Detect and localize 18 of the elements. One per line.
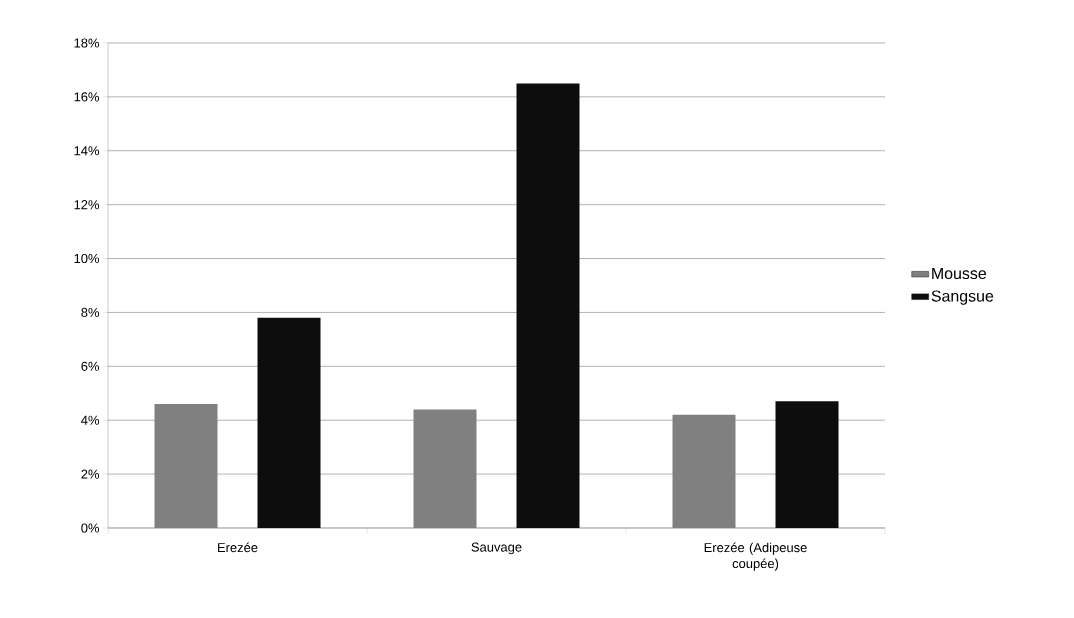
y-tick-label: 0% [81, 523, 100, 533]
bar [516, 83, 580, 528]
x-tick-label: Sauvage [471, 542, 522, 555]
legend-label: Sangsue [931, 290, 994, 305]
y-tick-label: 16% [74, 92, 100, 102]
y-tick-label: 14% [74, 146, 100, 156]
y-tick-label: 12% [74, 200, 100, 210]
x-tick-label: Erezée [218, 542, 258, 553]
x-tick-label: Erezée (Adipeuse coupée) [704, 542, 807, 571]
y-tick-label: 8% [81, 307, 100, 318]
y-tick-label: 6% [81, 361, 100, 371]
y-tick-label: 18% [74, 38, 100, 48]
y-tick-label: 4% [81, 415, 100, 425]
y-tick-label: 10% [74, 253, 100, 264]
bar [775, 401, 839, 528]
y-tick-label: 2% [81, 469, 100, 479]
bar [257, 317, 321, 528]
legend-label: Mousse [932, 267, 987, 280]
